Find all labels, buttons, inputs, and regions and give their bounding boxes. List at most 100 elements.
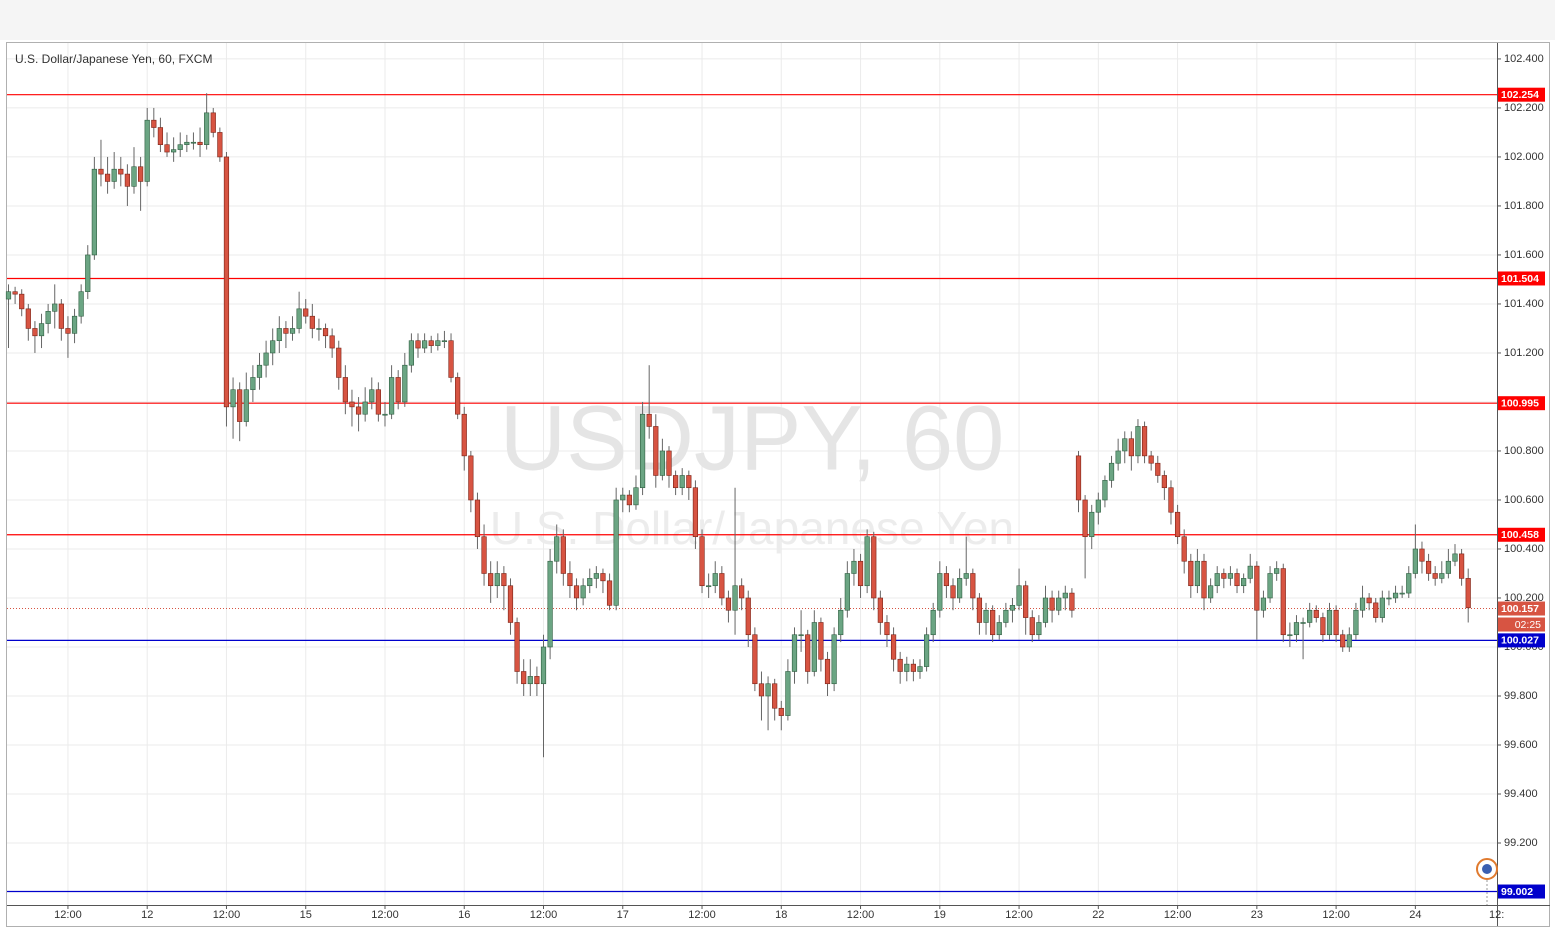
candle-body [957, 578, 963, 599]
candle-body [455, 377, 461, 415]
candle-body [12, 291, 18, 295]
candle-body [1082, 499, 1088, 538]
x-tick-label: 15 [300, 909, 312, 921]
y-tick-label: 100.400 [1504, 543, 1544, 555]
candle-body [1029, 617, 1035, 636]
candle-body [1346, 634, 1352, 648]
candle-body [1379, 597, 1385, 618]
candle-body [1419, 548, 1425, 562]
candle-body [778, 707, 784, 716]
candle-body [131, 166, 137, 187]
candle-body [1023, 585, 1029, 618]
price-tag-label: 101.504 [1501, 273, 1539, 285]
candle-body [342, 377, 348, 403]
candle-body [1108, 462, 1115, 481]
candle-body [1307, 609, 1313, 623]
candle-body [171, 149, 177, 153]
candle-body [884, 622, 890, 636]
candle-body [1102, 480, 1108, 501]
price-tag-label: 100.995 [1501, 397, 1539, 409]
candle-body [1287, 634, 1293, 637]
candle-body [1340, 634, 1346, 648]
candle-body [857, 560, 864, 587]
candle-body [990, 609, 996, 636]
candle-body [1188, 560, 1194, 587]
candle-body [382, 413, 388, 416]
candle-body [811, 622, 817, 672]
candle-body [1221, 573, 1227, 579]
candle-body [864, 536, 870, 587]
candle-body [461, 413, 467, 457]
candle-body [838, 609, 844, 636]
candle-body [296, 308, 302, 329]
y-tick-label: 102.000 [1504, 151, 1544, 163]
candle-body [428, 340, 434, 346]
candle-body [1412, 548, 1418, 574]
candle-body [1122, 438, 1128, 452]
candle-body [243, 389, 249, 422]
x-tick-label: 12:00 [1322, 909, 1350, 921]
y-tick-label: 100.800 [1504, 445, 1544, 457]
candle-body [1141, 426, 1148, 457]
candle-body [408, 340, 415, 366]
candle-body [950, 585, 956, 599]
candle-body [930, 609, 936, 636]
candle-body [1241, 578, 1247, 587]
candle-body [98, 168, 104, 175]
y-tick-label: 100.200 [1504, 592, 1544, 604]
candle-body [1075, 455, 1082, 501]
candle-body [910, 663, 916, 672]
candle-body [164, 144, 170, 153]
candle-body [507, 585, 514, 623]
x-tick-label: 12:00 [530, 909, 558, 921]
candle-body [1439, 573, 1445, 579]
candle-body [230, 389, 236, 408]
candle-body [422, 340, 428, 349]
candle-body [1300, 622, 1306, 624]
candle-body [818, 622, 824, 660]
candle-body [151, 119, 157, 128]
price-tag [1498, 884, 1545, 899]
candle-body [138, 166, 144, 182]
y-tick-label: 101.800 [1504, 200, 1544, 212]
candle-body [1254, 565, 1260, 611]
candle-body [567, 573, 573, 587]
candles [5, 93, 1471, 758]
y-tick-label: 101.400 [1504, 298, 1544, 310]
candle-body [560, 536, 566, 574]
candle-body [1135, 426, 1141, 457]
price-tag-label: 100.027 [1501, 635, 1539, 647]
candle-body [388, 377, 395, 415]
x-tick-label: 19 [934, 909, 946, 921]
candle-body [527, 676, 533, 685]
candle-body [904, 663, 910, 672]
candle-body [52, 303, 58, 312]
candle-body [45, 311, 51, 324]
candle-body [1359, 597, 1366, 611]
candle-body [970, 573, 976, 599]
candle-body [322, 328, 329, 337]
candle-body [983, 609, 989, 623]
y-tick-label: 101.200 [1504, 347, 1544, 359]
candle-body [923, 634, 930, 667]
candle-body [395, 377, 401, 403]
y-tick-label: 99.200 [1504, 837, 1538, 849]
candle-body [91, 168, 97, 256]
y-tick-label: 101.600 [1504, 249, 1544, 261]
candle-body [666, 450, 672, 476]
y-tick-label: 99.400 [1504, 788, 1538, 800]
grid [7, 43, 1497, 905]
candle-body [263, 352, 269, 366]
candle-body [329, 335, 335, 349]
x-tick-label: 12:00 [688, 909, 716, 921]
candle-body [1373, 602, 1379, 618]
candle-body [831, 634, 837, 685]
candle-body [633, 487, 639, 506]
candle-body [204, 112, 210, 145]
candle-body [785, 671, 791, 716]
candle-body [157, 127, 164, 145]
candle-body [32, 328, 38, 337]
candle-body [1115, 450, 1121, 464]
candle-body [937, 573, 943, 611]
candle-body [38, 323, 45, 337]
